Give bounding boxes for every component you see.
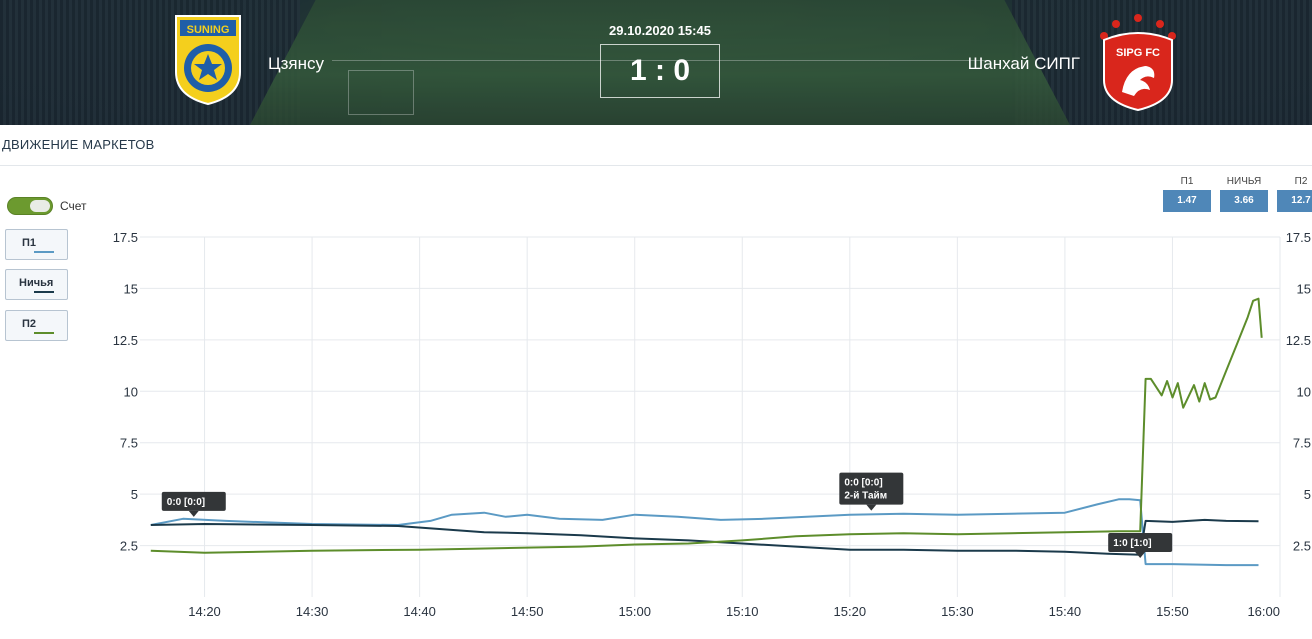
annotation-label-1: 2-й Тайм [844, 491, 887, 502]
odds-label-draw: НИЧЬЯ [1226, 176, 1262, 187]
odds-label-p2: П2 [1294, 176, 1308, 187]
pitch-line [332, 60, 988, 61]
x-tick-label: 16:00 [1247, 604, 1280, 619]
section-divider [0, 165, 1312, 166]
x-tick-label: 15:30 [941, 604, 974, 619]
stadium-crowd-left [0, 0, 300, 125]
x-tick-label: 14:30 [296, 604, 329, 619]
section-title: ДВИЖЕНИЕ МАРКЕТОВ [2, 137, 155, 152]
home-team-crest-icon[interactable]: SUNING [172, 12, 244, 106]
legend-label-p2: П2 [22, 318, 37, 330]
annotation-pointer-0 [188, 510, 199, 517]
odds-value-p2[interactable]: 12.7 [1277, 190, 1312, 212]
x-tick-label: 14:40 [403, 604, 436, 619]
legend-button-draw[interactable]: Ничья [5, 269, 68, 300]
annotation-box-1 [839, 472, 904, 505]
legend-button-p2[interactable]: П2 [5, 310, 68, 341]
annotation-pointer-2 [1135, 551, 1146, 558]
match-score: 1 : 0 [600, 44, 720, 98]
pitch-goal-box [348, 70, 414, 115]
y-tick-label-left: 10 [124, 384, 138, 399]
y-tick-label-right: 17.5 [1286, 230, 1311, 245]
x-tick-label: 14:50 [511, 604, 544, 619]
x-tick-label: 15:10 [726, 604, 759, 619]
y-tick-label-right: 15 [1297, 281, 1311, 296]
x-tick-label: 15:40 [1049, 604, 1082, 619]
odds-value-p1[interactable]: 1.47 [1163, 190, 1211, 212]
legend-button-p1[interactable]: П1 [5, 229, 68, 260]
y-tick-label-left: 17.5 [113, 230, 138, 245]
legend-swatch-p1 [34, 251, 54, 253]
x-tick-label: 14:20 [188, 604, 221, 619]
odds-label-p1: П1 [1180, 176, 1194, 187]
match-date-time: 29.10.2020 15:45 [609, 23, 711, 38]
y-tick-label-left: 15 [124, 281, 138, 296]
annotation-pointer-1 [866, 504, 877, 511]
annotation-box-0 [161, 491, 226, 511]
y-tick-label-left: 5 [131, 487, 138, 502]
score-toggle[interactable] [7, 197, 53, 215]
legend-swatch-draw [34, 291, 54, 293]
score-toggle-label: Счет [60, 199, 87, 213]
legend-label-p1: П1 [22, 237, 37, 249]
legend-swatch-p2 [34, 332, 54, 334]
x-tick-label: 15:20 [834, 604, 867, 619]
away-crest-text: SIPG FC [1116, 47, 1160, 59]
x-tick-label: 15:50 [1156, 604, 1189, 619]
y-tick-label-right: 2.5 [1293, 539, 1311, 554]
y-tick-label-left: 2.5 [120, 539, 138, 554]
annotation-label-2: 1:0 [1:0] [1113, 538, 1151, 549]
y-tick-label-left: 12.5 [113, 333, 138, 348]
away-team-crest-icon[interactable]: SIPG FC [1096, 10, 1180, 114]
y-tick-label-right: 10 [1297, 384, 1311, 399]
y-tick-label-right: 7.5 [1293, 436, 1311, 451]
odds-value-draw[interactable]: 3.66 [1220, 190, 1268, 212]
away-team-name[interactable]: Шанхай СИПГ [967, 54, 1080, 73]
series-line-0 [150, 498, 1259, 567]
series-line-2 [150, 297, 1263, 554]
legend-label-draw: Ничья [19, 277, 54, 289]
home-team-name[interactable]: Цзянсу [268, 54, 324, 73]
annotation-box-2 [1108, 532, 1173, 552]
y-tick-label-right: 12.5 [1286, 333, 1311, 348]
y-tick-label-left: 7.5 [120, 436, 138, 451]
home-crest-text: SUNING [187, 24, 230, 36]
annotation-label-0: 0:0 [0:0] [167, 497, 205, 508]
match-banner: SUNING Цзянсу 29.10.2020 15:45 1 : 0 Шан… [0, 0, 1312, 125]
stadium-pitch [250, 0, 1070, 125]
toggle-knob [30, 200, 50, 212]
x-tick-label: 15:00 [618, 604, 651, 619]
annotation-label-1: 0:0 [0:0] [844, 478, 882, 489]
series-line-1 [150, 518, 1259, 556]
y-tick-label-right: 5 [1304, 487, 1311, 502]
